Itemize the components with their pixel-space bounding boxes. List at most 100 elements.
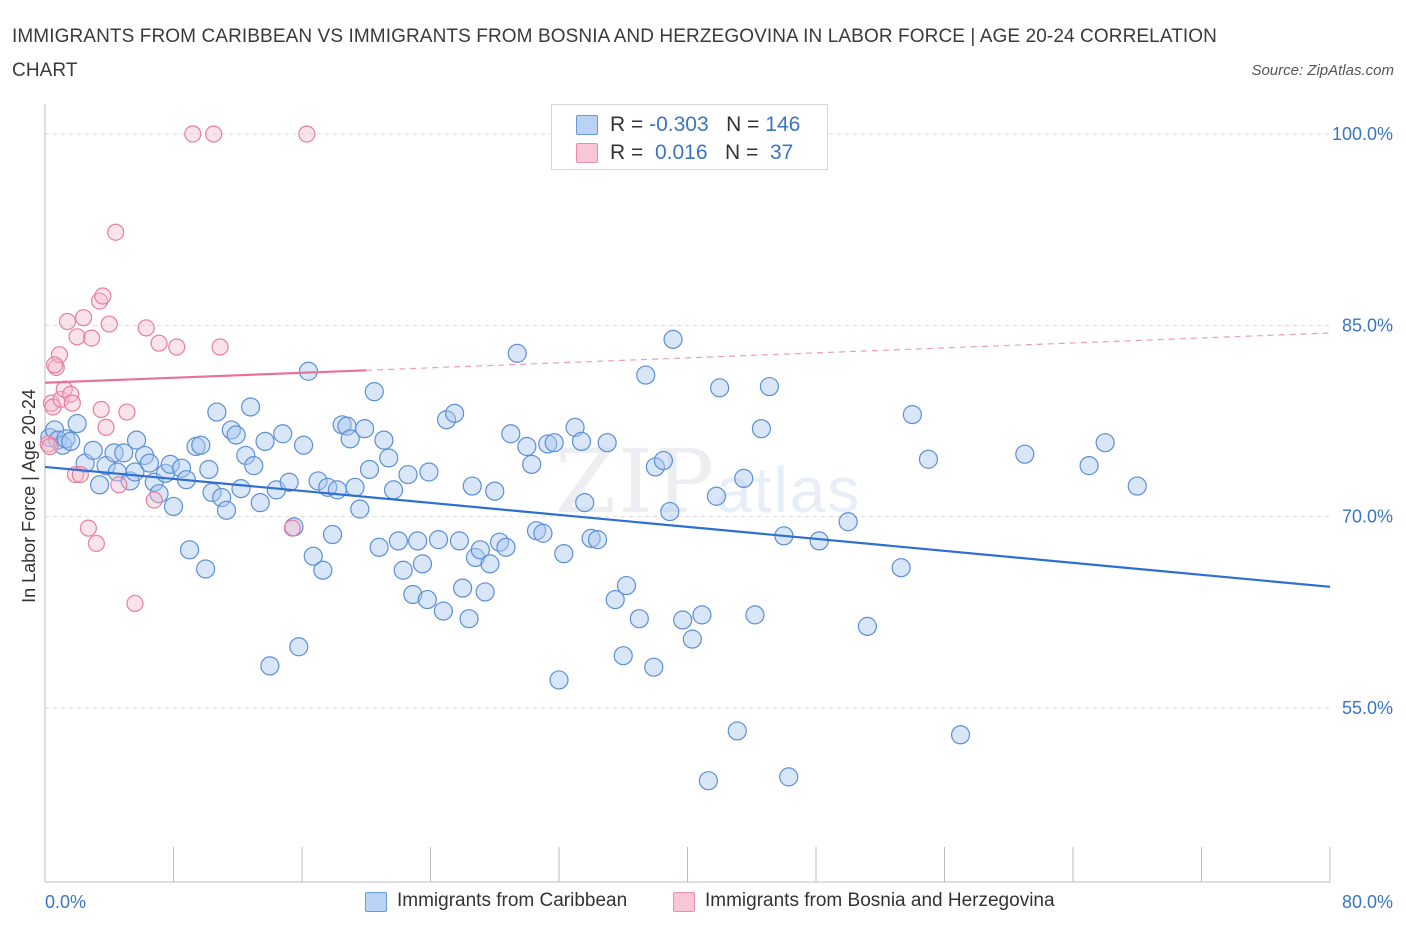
- caribbean-point: [485, 481, 505, 501]
- caribbean-point: [419, 462, 439, 482]
- caribbean-point: [692, 605, 712, 625]
- bosnia-point: [68, 328, 86, 346]
- caribbean-point: [444, 403, 465, 423]
- caribbean-point: [571, 431, 592, 452]
- caribbean-point: [501, 424, 521, 444]
- bosnia-point: [46, 356, 64, 374]
- caribbean-point: [587, 530, 608, 550]
- caribbean-point: [616, 575, 637, 596]
- stats-legend-row-caribbean-text: R = -0.303 N = 146: [610, 113, 800, 137]
- caribbean-point: [1015, 444, 1035, 464]
- caribbean-point: [207, 402, 227, 422]
- caribbean-point: [231, 479, 251, 499]
- bosnia-point: [39, 435, 57, 453]
- caribbean-point: [412, 554, 433, 574]
- caribbean-point: [1079, 456, 1099, 476]
- caribbean-point: [273, 424, 293, 444]
- caribbean-point: [250, 493, 270, 513]
- caribbean-point: [139, 453, 160, 473]
- caribbean-point: [1095, 433, 1115, 453]
- caribbean-point: [449, 531, 470, 551]
- caribbean-point: [374, 430, 394, 450]
- r-label: R =: [610, 141, 644, 164]
- caribbean-point: [313, 560, 333, 580]
- caribbean-swatch: [576, 115, 598, 135]
- caribbean-point: [706, 486, 727, 506]
- caribbean-point: [104, 443, 124, 463]
- caribbean-point: [61, 431, 81, 452]
- n-value: 146: [765, 113, 801, 136]
- bosnia-point: [150, 334, 168, 352]
- bosnia-point: [298, 125, 316, 143]
- chart-title: IMMIGRANTS FROM CARIBBEAN VS IMMIGRANTS …: [12, 26, 1217, 81]
- bosnia-point: [211, 338, 229, 356]
- caribbean-point: [605, 589, 625, 610]
- caribbean-point: [355, 419, 375, 439]
- caribbean-point: [359, 459, 380, 480]
- bosnia-point: [87, 534, 106, 553]
- caribbean-point: [244, 456, 264, 476]
- r-label: R =: [610, 113, 644, 136]
- caribbean-point: [241, 397, 261, 417]
- caribbean-point: [369, 537, 389, 557]
- caribbean-point: [902, 405, 922, 425]
- caribbean-point: [459, 609, 479, 629]
- caribbean-point: [279, 472, 299, 492]
- caribbean-point: [364, 382, 384, 402]
- caribbean-point: [480, 554, 500, 574]
- caribbean-point: [160, 454, 180, 474]
- caribbean-point: [751, 419, 771, 439]
- caribbean-point: [433, 601, 453, 621]
- caribbean-point: [179, 540, 200, 560]
- caribbean-point: [745, 605, 765, 625]
- caribbean-point: [629, 609, 649, 629]
- caribbean-legend-label: Immigrants from Caribbean: [397, 890, 628, 911]
- caribbean-point: [403, 584, 423, 605]
- caribbean-point: [236, 445, 256, 466]
- caribbean-point: [517, 436, 537, 457]
- n-label: N =: [725, 141, 759, 164]
- bosnia-point: [82, 329, 101, 347]
- caribbean-point: [327, 480, 347, 500]
- caribbean-point: [554, 544, 574, 564]
- bosnia-point: [74, 309, 93, 327]
- caribbean-point: [294, 435, 314, 455]
- caribbean-point: [383, 480, 404, 500]
- caribbean-point: [682, 629, 702, 649]
- bosnia-point: [184, 125, 202, 143]
- bosnia-point: [50, 346, 69, 364]
- caribbean-point: [196, 559, 216, 579]
- caribbean-point: [199, 459, 219, 480]
- caribbean-point: [507, 343, 527, 363]
- caribbean-point: [191, 435, 211, 455]
- caribbean-point: [857, 616, 878, 636]
- caribbean-point: [698, 771, 718, 791]
- caribbean-point: [653, 450, 674, 471]
- caribbean-point: [340, 429, 360, 449]
- caribbean-point: [660, 501, 680, 522]
- caribbean-point: [838, 512, 858, 532]
- caribbean-point: [303, 546, 323, 566]
- watermark-zip: ZIP: [555, 430, 717, 533]
- caribbean-point: [734, 468, 754, 488]
- caribbean-point: [522, 454, 542, 474]
- bosnia-point: [145, 491, 163, 509]
- x-tick-label: 80.0%: [1342, 892, 1393, 912]
- caribbean-point: [462, 476, 482, 496]
- caribbean-legend-swatch: [365, 892, 387, 912]
- bosnia-point: [118, 403, 136, 421]
- stats-legend: R = -0.303 N = 146 R = 0.016 N = 37: [551, 104, 828, 170]
- caribbean-point: [549, 670, 569, 690]
- caribbean-point: [322, 524, 343, 545]
- bosnia-point: [47, 358, 65, 377]
- caribbean-point: [114, 443, 134, 463]
- bosnia-point: [91, 292, 109, 310]
- caribbean-point: [613, 646, 633, 666]
- caribbean-point: [644, 657, 664, 677]
- caribbean-point: [809, 531, 829, 551]
- caribbean-point: [67, 413, 87, 434]
- bosnia-point: [110, 476, 128, 494]
- caribbean-point: [226, 425, 246, 445]
- caribbean-point: [544, 433, 564, 453]
